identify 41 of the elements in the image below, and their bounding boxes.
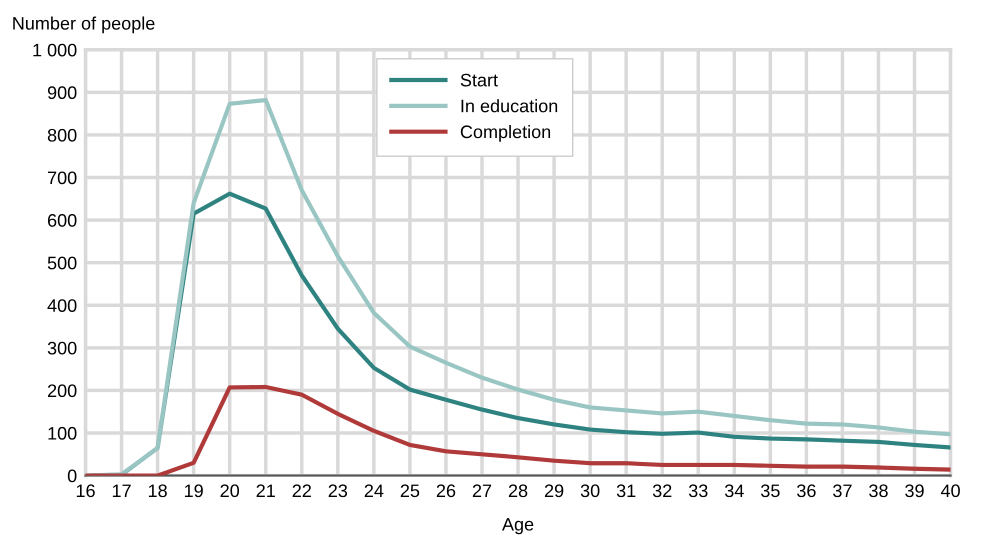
x-tick-label: 29 xyxy=(544,484,564,498)
x-tick-label: 25 xyxy=(400,484,420,498)
x-tick-label: 35 xyxy=(760,484,780,498)
x-tick-label: 19 xyxy=(184,484,203,498)
y-tick-label: 100 xyxy=(48,426,76,440)
x-tick-label: 18 xyxy=(148,484,167,498)
x-tick-label: 16 xyxy=(76,484,95,498)
x-axis-title: Age xyxy=(502,518,534,534)
x-tick-label: 40 xyxy=(940,484,960,498)
x-tick-label: 31 xyxy=(616,484,636,498)
x-tick-label: 33 xyxy=(688,484,708,498)
x-tick-label: 36 xyxy=(797,484,816,498)
x-tick-label: 21 xyxy=(256,484,275,497)
x-tick-label: 20 xyxy=(220,484,240,498)
y-tick-label: 800 xyxy=(48,128,76,142)
x-tick-label: 39 xyxy=(905,484,924,498)
x-tick-label: 38 xyxy=(869,484,888,498)
x-tick-label: 24 xyxy=(364,484,384,497)
legend-label: In education xyxy=(462,99,558,112)
x-tick-label: 32 xyxy=(652,484,672,498)
y-tick-label: 500 xyxy=(48,256,76,270)
x-tick-label: 28 xyxy=(508,484,528,498)
y-tick-label: 200 xyxy=(48,384,76,398)
x-tick-label: 22 xyxy=(292,484,311,497)
x-tick-label: 27 xyxy=(472,484,492,497)
legend-label: Completion xyxy=(460,124,550,142)
y-tick-label: 600 xyxy=(48,214,76,227)
legend-label: Start xyxy=(460,74,498,87)
y-tick-label: 1 000 xyxy=(33,44,76,56)
x-tick-label: 23 xyxy=(328,484,348,498)
x-tick-label: 30 xyxy=(580,484,600,498)
x-tick-label: 26 xyxy=(436,484,456,498)
y-tick-label: 400 xyxy=(47,299,76,312)
y-tick-label: 300 xyxy=(48,342,76,355)
y-tick-label: 0 xyxy=(68,470,76,482)
y-axis-title: Number of people xyxy=(13,16,155,34)
y-tick-label: 700 xyxy=(48,171,76,184)
x-tick-label: 37 xyxy=(833,484,852,498)
x-tick-label: 34 xyxy=(724,484,744,498)
x-tick-label: 17 xyxy=(112,484,131,497)
y-tick-label: 900 xyxy=(48,86,76,100)
